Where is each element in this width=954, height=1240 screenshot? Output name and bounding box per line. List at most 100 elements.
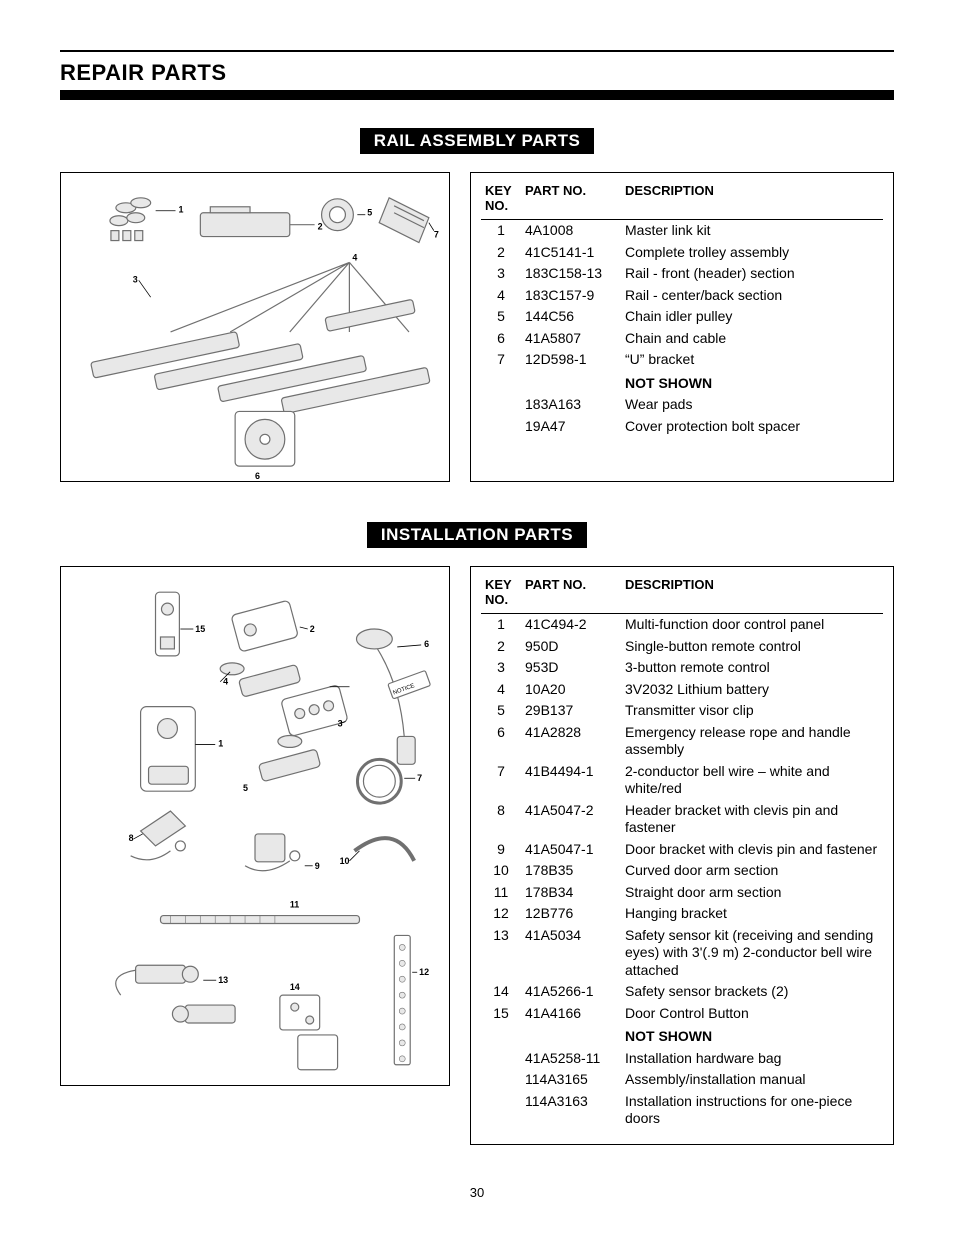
cell-part: 950D <box>521 636 621 658</box>
table-row: 114A3165Assembly/installation manual <box>481 1069 883 1091</box>
cell-desc: Header bracket with clevis pin and faste… <box>621 800 883 839</box>
cell-part: 41A5266-1 <box>521 981 621 1003</box>
cell-desc: Multi-function door control panel <box>621 614 883 636</box>
table-row: 4183C157-9Rail - center/back section <box>481 285 883 307</box>
c2-2: 2 <box>310 624 315 634</box>
cell-desc: Rail - center/back section <box>621 285 883 307</box>
cell-key: 3 <box>481 263 521 285</box>
title-divider-bar <box>60 90 894 100</box>
th-part-2: PART NO. <box>521 575 621 614</box>
cell-desc: Installation hardware bag <box>621 1048 883 1070</box>
cell-desc: 3V2032 Lithium battery <box>621 679 883 701</box>
table-row: 3183C158-13Rail - front (header) section <box>481 263 883 285</box>
c2-10: 10 <box>340 856 350 866</box>
cell-desc: Safety sensor brackets (2) <box>621 981 883 1003</box>
cell-key: 13 <box>481 925 521 982</box>
c2-11: 11 <box>290 900 299 910</box>
cell-part: 41A4166 <box>521 1003 621 1025</box>
cell-key: 15 <box>481 1003 521 1025</box>
cell-part: 41A5034 <box>521 925 621 982</box>
cell-key: 5 <box>481 306 521 328</box>
c2-5: 5 <box>243 783 248 793</box>
cell-key: 8 <box>481 800 521 839</box>
cell-part: 953D <box>521 657 621 679</box>
c2-9: 9 <box>315 861 320 871</box>
table-row: 141C494-2Multi-function door control pan… <box>481 614 883 636</box>
table-row: 2950DSingle-button remote control <box>481 636 883 658</box>
cell-desc: Complete trolley assembly <box>621 242 883 264</box>
cell-key: 9 <box>481 839 521 861</box>
cell-part: 178B35 <box>521 860 621 882</box>
table-row: 10178B35Curved door arm section <box>481 860 883 882</box>
c2-6: 6 <box>424 639 429 649</box>
table-row: 712D598-1“U” bracket <box>481 349 883 371</box>
cell-key: 7 <box>481 349 521 371</box>
cell-part: 41A2828 <box>521 722 621 761</box>
cell-key: 11 <box>481 882 521 904</box>
cell-part: 41B4494-1 <box>521 761 621 800</box>
cell-desc: Transmitter visor clip <box>621 700 883 722</box>
cell-part: 41A5807 <box>521 328 621 350</box>
callout-7: 7 <box>434 230 439 240</box>
cell-desc: Curved door arm section <box>621 860 883 882</box>
cell-key: 6 <box>481 722 521 761</box>
th-desc-2: DESCRIPTION <box>621 575 883 614</box>
cell-key: 4 <box>481 679 521 701</box>
section-body-install: NOTICE <box>60 566 894 1145</box>
not-shown-label: NOT SHOWN <box>621 1024 883 1048</box>
table-row: 741B4494-12-conductor bell wire – white … <box>481 761 883 800</box>
table-row: 14A1008Master link kit <box>481 220 883 242</box>
c2-15: 15 <box>195 624 205 634</box>
cell-desc: Chain and cable <box>621 328 883 350</box>
cell-desc: Assembly/installation manual <box>621 1069 883 1091</box>
c2-12: 12 <box>419 967 429 977</box>
cell-desc: Installation instructions for one-piece … <box>621 1091 883 1130</box>
c2-14: 14 <box>290 982 300 992</box>
cell-part: 41C494-2 <box>521 614 621 636</box>
table-install: KEY NO. PART NO. DESCRIPTION 141C494-2Mu… <box>470 566 894 1145</box>
cell-desc: 3-button remote control <box>621 657 883 679</box>
c2-13: 13 <box>218 975 228 985</box>
page-number: 30 <box>60 1185 894 1200</box>
callout-6: 6 <box>255 471 260 481</box>
cell-desc: Cover protection bolt spacer <box>621 416 883 438</box>
cell-part: 183A163 <box>521 394 621 416</box>
table-row: 3953D3-button remote control <box>481 657 883 679</box>
th-key-2: KEY NO. <box>481 575 521 614</box>
install-parts-table: KEY NO. PART NO. DESCRIPTION 141C494-2Mu… <box>481 575 883 1130</box>
cell-part: 12D598-1 <box>521 349 621 371</box>
cell-key: 12 <box>481 903 521 925</box>
cell-key: 14 <box>481 981 521 1003</box>
c2-1: 1 <box>218 738 223 748</box>
cell-desc: Emergency release rope and handle assemb… <box>621 722 883 761</box>
not-shown-label: NOT SHOWN <box>621 371 883 395</box>
cell-part: 12B776 <box>521 903 621 925</box>
callout-4: 4 <box>352 252 357 262</box>
cell-key: 4 <box>481 285 521 307</box>
table-row: 410A203V2032 Lithium battery <box>481 679 883 701</box>
diagram-rail: 1 2 3 4 5 6 7 <box>60 172 450 482</box>
table-row: 941A5047-1Door bracket with clevis pin a… <box>481 839 883 861</box>
cell-part: 41A5047-1 <box>521 839 621 861</box>
diagram-install-svg: NOTICE <box>61 567 449 1085</box>
c2-8: 8 <box>129 833 134 843</box>
table-row: 1441A5266-1Safety sensor brackets (2) <box>481 981 883 1003</box>
page-title: REPAIR PARTS <box>60 50 894 86</box>
cell-desc: “U” bracket <box>621 349 883 371</box>
diagram-rail-svg: 1 2 3 4 5 6 7 <box>61 173 449 481</box>
cell-key: 5 <box>481 700 521 722</box>
cell-desc: Wear pads <box>621 394 883 416</box>
callout-5: 5 <box>367 208 372 218</box>
cell-part: 4A1008 <box>521 220 621 242</box>
table-row: 11178B34Straight door arm section <box>481 882 883 904</box>
callout-1: 1 <box>178 205 183 215</box>
cell-part: 29B137 <box>521 700 621 722</box>
cell-desc: Rail - front (header) section <box>621 263 883 285</box>
table-row: 641A2828Emergency release rope and handl… <box>481 722 883 761</box>
cell-key: 3 <box>481 657 521 679</box>
cell-desc: Hanging bracket <box>621 903 883 925</box>
table-row: 241C5141-1Complete trolley assembly <box>481 242 883 264</box>
cell-part: 41A5047-2 <box>521 800 621 839</box>
table-rail: KEY NO. PART NO. DESCRIPTION 14A1008Mast… <box>470 172 894 482</box>
cell-part: 183C157-9 <box>521 285 621 307</box>
